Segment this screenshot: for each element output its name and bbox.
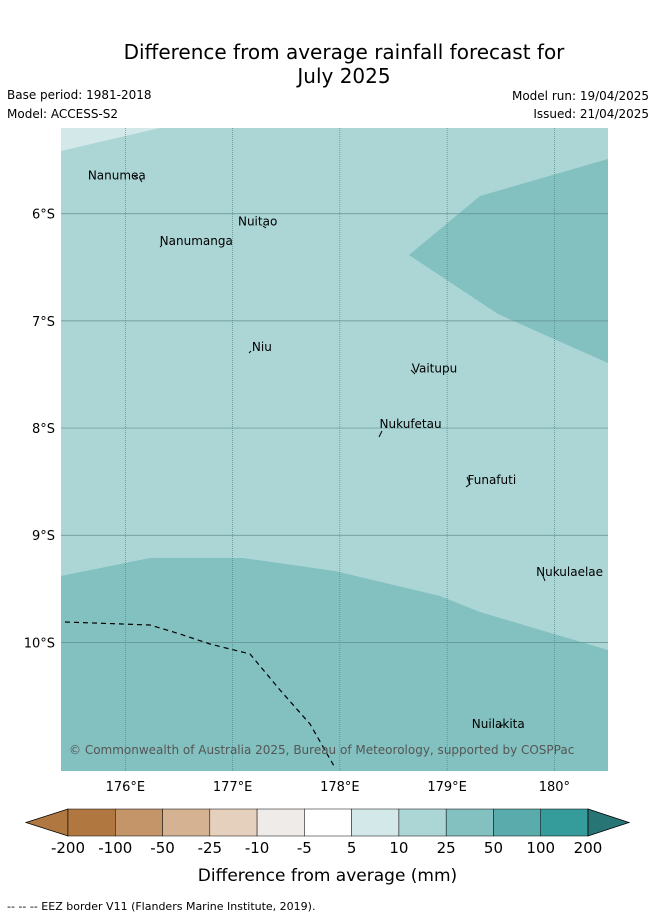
colorbar-label: Difference from average (mm) bbox=[197, 866, 458, 886]
lon-tick-label: 176°E bbox=[106, 780, 146, 795]
place-label: Nuilakita bbox=[472, 717, 525, 731]
place-label: Nukulaelae bbox=[536, 565, 603, 579]
place-label: Nanumanga bbox=[160, 234, 233, 248]
place-label: Nanumea bbox=[88, 168, 146, 182]
colorbar-tick: -50 bbox=[150, 839, 175, 857]
colorbar-swatch bbox=[304, 808, 352, 837]
colorbar-tick: 5 bbox=[347, 839, 357, 857]
colorbar-tick: 25 bbox=[437, 839, 456, 857]
rainfall-map: Nanumea Nuitao Nanumanga Niu Vaitupu Nukufeta… bbox=[24, 128, 631, 857]
base-period: Base period: 1981-2018 bbox=[7, 88, 152, 102]
model-run: Model run: 19/04/2025 bbox=[511, 89, 649, 103]
lon-tick-label: 177°E bbox=[213, 780, 253, 795]
nukufetau-island bbox=[378, 430, 383, 438]
place-label: Nuitao bbox=[238, 215, 277, 229]
colorbar-tick: -100 bbox=[98, 839, 132, 857]
colorbar-tick: 200 bbox=[574, 839, 603, 857]
colorbar-tick: -25 bbox=[198, 839, 223, 857]
colorbar-swatch bbox=[493, 808, 541, 837]
nanumanga-island bbox=[159, 244, 163, 248]
lat-tick-label: 6°S bbox=[32, 208, 55, 223]
nuitao-island bbox=[262, 225, 267, 229]
colorbar-tick-labels: -200 -100 -50 -25 -10 -5 5 10 25 50 100 200 bbox=[51, 839, 602, 857]
colorbar-swatch bbox=[67, 808, 116, 837]
place-label: Vaitupu bbox=[412, 361, 458, 375]
lat-tick-label: 9°S bbox=[32, 529, 55, 544]
colorbar-swatch bbox=[351, 808, 400, 837]
lat-tick-label: 7°S bbox=[32, 315, 55, 330]
eez-legend-note: -- -- -- EEZ border V11 (Flanders Marine… bbox=[7, 900, 316, 913]
region-25-to-50-south bbox=[61, 558, 608, 771]
issued-date: Issued: 21/04/2025 bbox=[533, 107, 649, 121]
colorbar-swatch bbox=[445, 808, 494, 837]
colorbar-swatch bbox=[398, 808, 447, 837]
place-label: Funafuti bbox=[467, 473, 516, 487]
eez-border bbox=[64, 621, 335, 767]
model-name: Model: ACCESS-S2 bbox=[7, 107, 119, 121]
colorbar-swatch bbox=[162, 808, 211, 837]
colorbar-swatch bbox=[256, 808, 305, 837]
lat-tick-label: 8°S bbox=[32, 422, 55, 437]
colorbar-swatch bbox=[540, 808, 589, 837]
nukulaelae-island bbox=[542, 575, 546, 582]
niu-island bbox=[248, 350, 252, 354]
lon-tick-label: 179°E bbox=[427, 780, 467, 795]
colorbar-extend-high bbox=[587, 808, 631, 837]
colorbar-tick: 10 bbox=[389, 839, 408, 857]
colorbar-extend-low bbox=[24, 808, 69, 837]
nuilakita-island bbox=[498, 724, 504, 727]
lon-tick-label: 180° bbox=[539, 780, 570, 795]
latitude-labels: 6°S 7°S 8°S 9°S 10°S bbox=[24, 208, 55, 652]
place-label: Nukufetau bbox=[380, 417, 442, 431]
place-label: Niu bbox=[252, 340, 272, 354]
title-line-2: July 2025 bbox=[297, 64, 391, 88]
colorbar-tick: -5 bbox=[297, 839, 312, 857]
region-5-to-10 bbox=[61, 128, 160, 151]
region-25-to-50-northeast bbox=[409, 159, 608, 363]
gridlines bbox=[61, 128, 608, 771]
colorbar-tick: 50 bbox=[484, 839, 503, 857]
lon-tick-label: 178°E bbox=[320, 780, 360, 795]
colorbar-swatch bbox=[115, 808, 163, 837]
colorbar bbox=[24, 808, 631, 837]
longitude-labels: 176°E 177°E 178°E 179°E 180° bbox=[106, 780, 570, 795]
place-labels: Nanumea Nuitao Nanumanga Niu Vaitupu Nukufeta… bbox=[88, 168, 603, 731]
colorbar-tick: -200 bbox=[51, 839, 85, 857]
funafuti-island bbox=[465, 476, 471, 488]
vaitupu-island bbox=[410, 369, 416, 375]
page-title: Difference from average rainfall forecas… bbox=[0, 40, 655, 88]
colorbar-tick: -10 bbox=[245, 839, 270, 857]
islands bbox=[133, 175, 546, 727]
copyright-notice: © Commonwealth of Australia 2025, Bureau… bbox=[69, 743, 574, 757]
lat-tick-label: 10°S bbox=[24, 636, 55, 651]
colorbar-tick: 100 bbox=[526, 839, 555, 857]
colorbar-swatch bbox=[209, 808, 258, 837]
nanumea-island bbox=[133, 175, 143, 183]
title-line-1: Difference from average rainfall forecas… bbox=[123, 40, 565, 64]
